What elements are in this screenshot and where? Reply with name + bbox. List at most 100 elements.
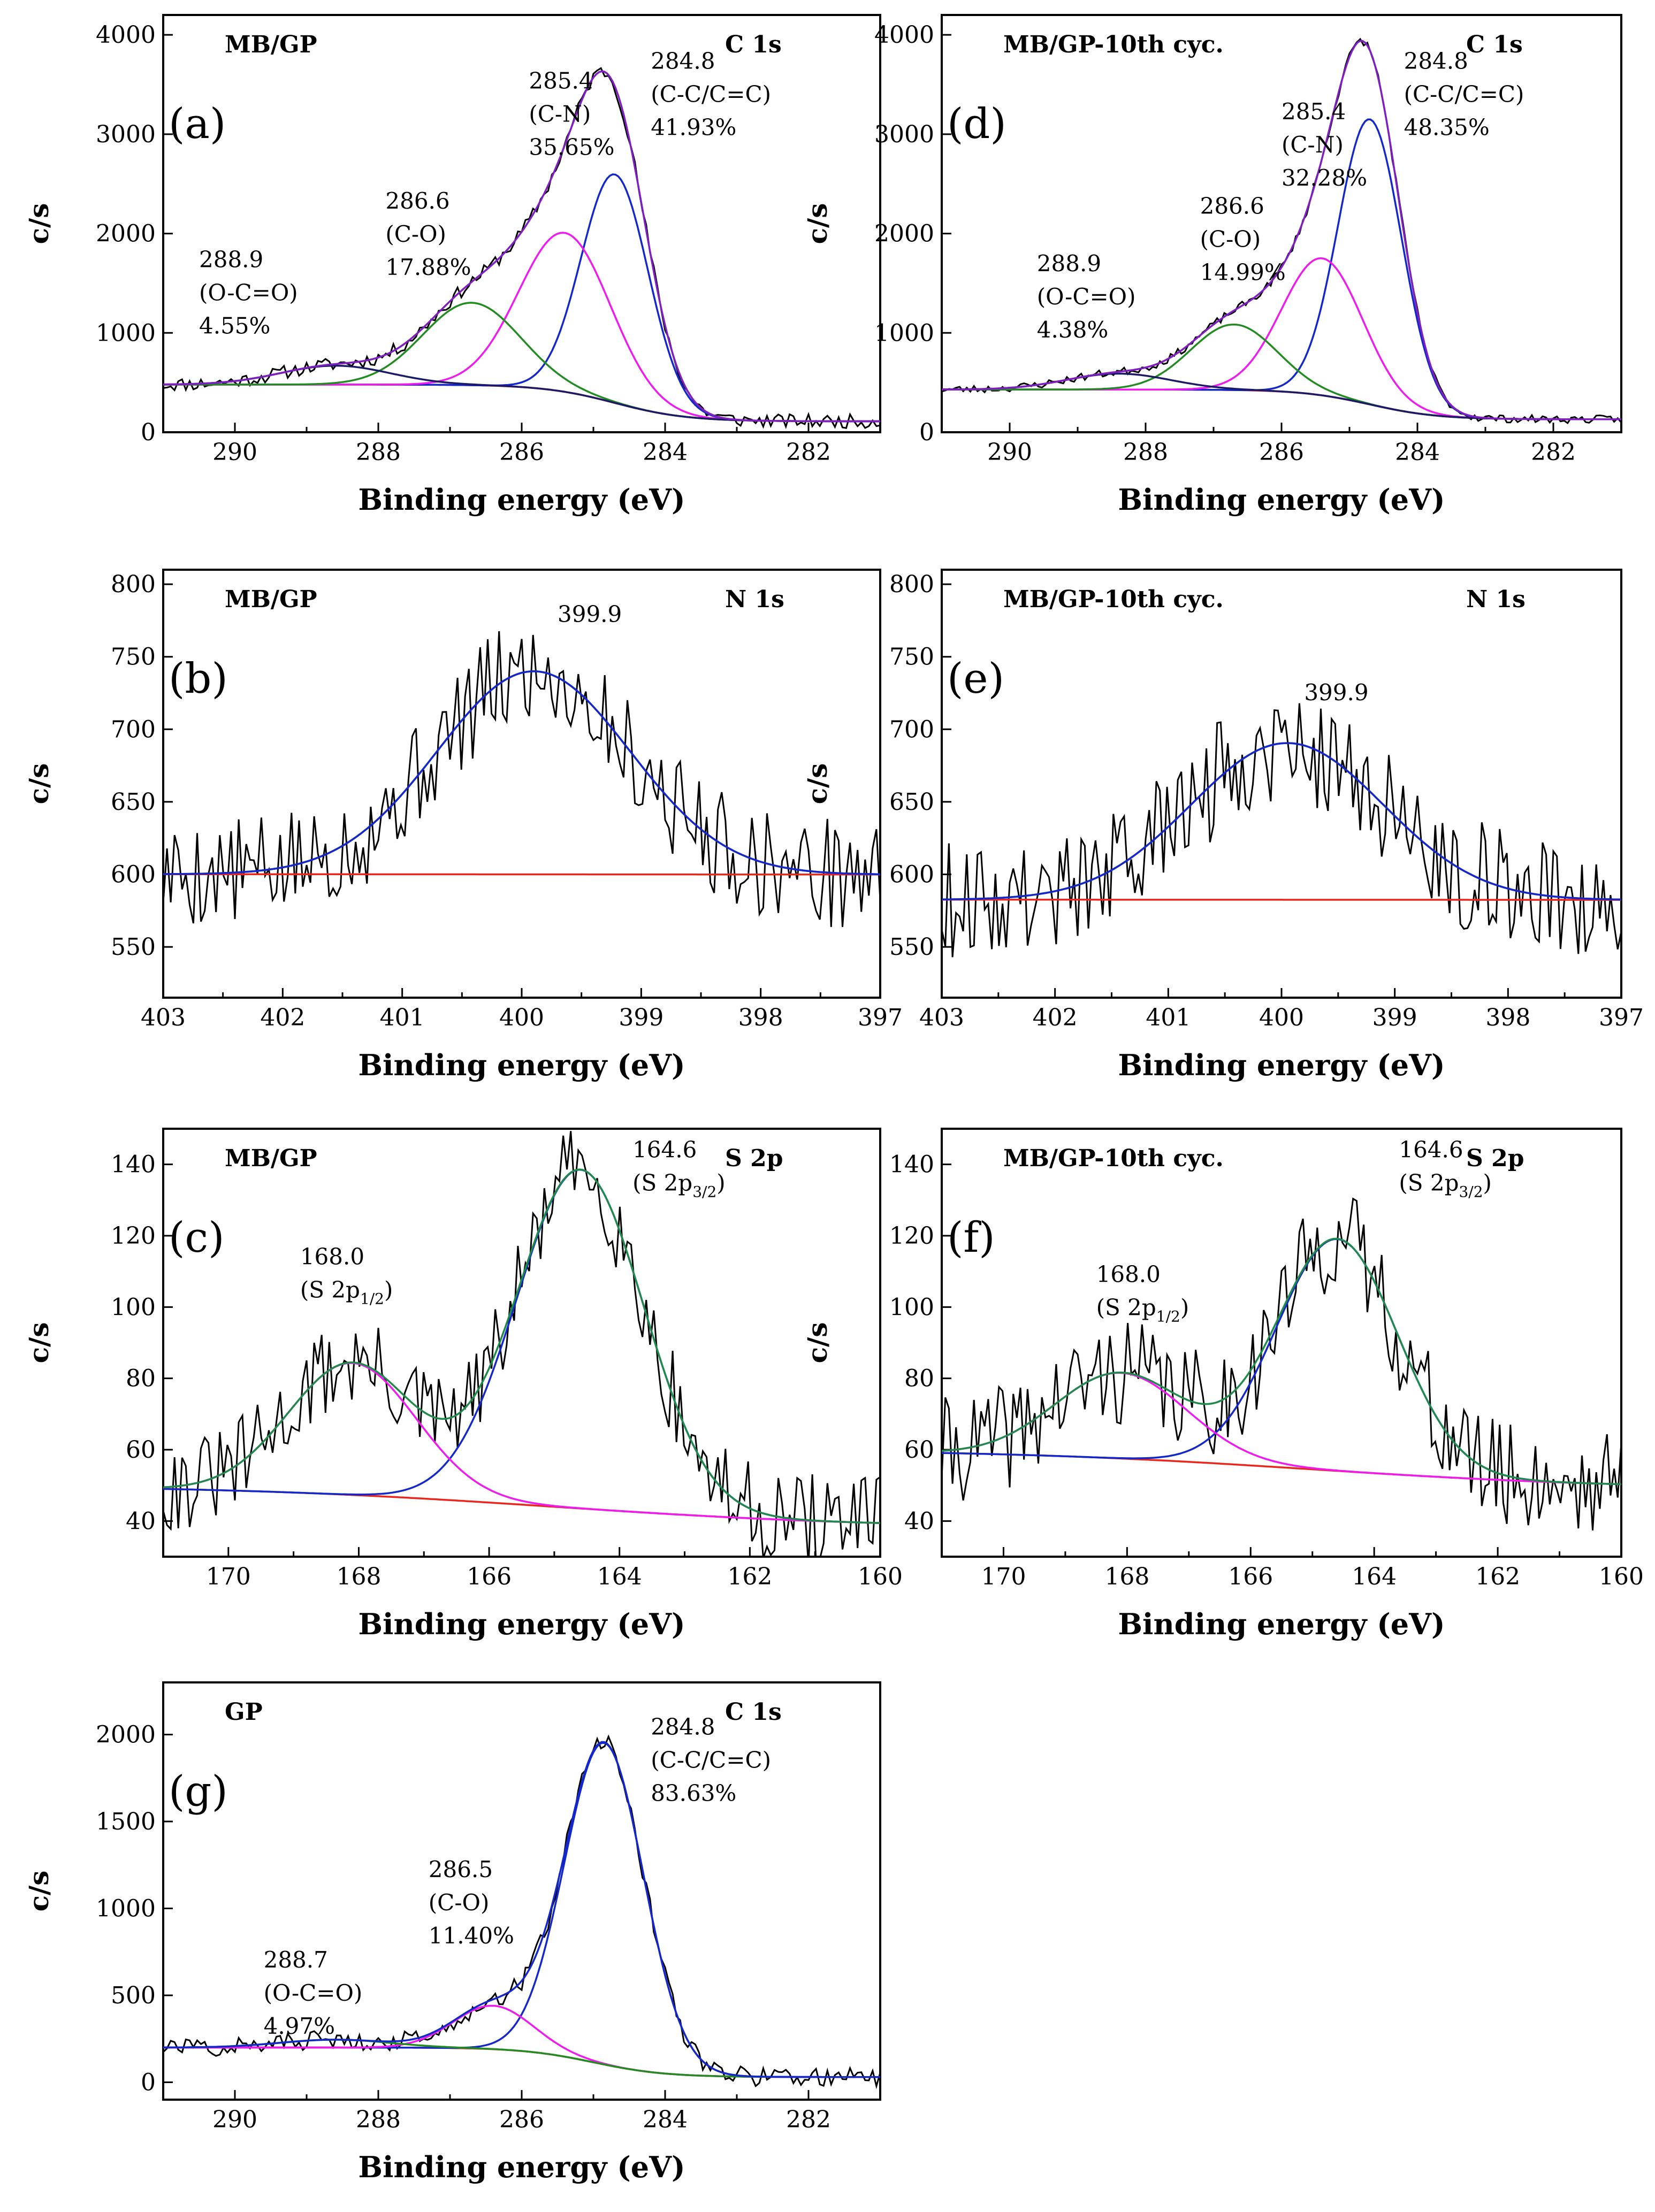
y-tick-label: 700 bbox=[889, 716, 934, 743]
y-tick-label: 120 bbox=[111, 1222, 156, 1250]
raw-spectrum-line bbox=[163, 67, 880, 430]
peak-annotation-line: (C-C/C=C) bbox=[651, 1747, 771, 1773]
peak-component-line bbox=[163, 302, 880, 423]
x-tick-label: 400 bbox=[499, 1004, 544, 1031]
peak-annotation-line: (S 2p1/2) bbox=[300, 1276, 393, 1307]
peak-component-line bbox=[942, 742, 1621, 901]
y-tick-label: 800 bbox=[889, 571, 934, 598]
peak-annotation-line: 399.9 bbox=[558, 601, 622, 627]
y-tick-label: 3000 bbox=[874, 121, 934, 148]
plot-area bbox=[163, 1734, 880, 2089]
y-axis-label: c/s bbox=[23, 1871, 55, 1912]
peak-annotation-line: (C-O) bbox=[385, 221, 446, 247]
region-label: S 2p bbox=[1466, 1145, 1524, 1172]
panel-d: 290 288 286 284 282 0 1000 2000 3000 4000 Binding … bbox=[802, 14, 1622, 517]
sample-label: MB/GP bbox=[225, 31, 317, 58]
x-tick-label: 397 bbox=[1599, 1004, 1644, 1031]
panel-a: 290 288 286 284 282 0 1000 2000 3000 4000 Binding … bbox=[23, 14, 881, 517]
y-tick-label: 100 bbox=[889, 1293, 934, 1321]
background-line bbox=[942, 388, 1621, 420]
x-tick-label: 288 bbox=[356, 439, 401, 466]
x-axis-label: Binding energy (eV) bbox=[358, 483, 685, 517]
y-tick-label: 40 bbox=[126, 1507, 156, 1535]
peak-annotation-line: 288.9 bbox=[1037, 250, 1101, 277]
x-tick-label: 399 bbox=[619, 1004, 663, 1031]
peak-annotation-line: 164.6 bbox=[1399, 1136, 1463, 1162]
panel-letter: (g) bbox=[169, 1767, 228, 1816]
x-tick-label: 166 bbox=[467, 1563, 512, 1590]
y-tick-label: 800 bbox=[111, 571, 156, 598]
y-tick-label: 40 bbox=[904, 1507, 934, 1535]
background-line bbox=[163, 384, 880, 423]
x-tick-label: 399 bbox=[1372, 1004, 1417, 1031]
x-tick-label: 282 bbox=[1531, 439, 1576, 466]
peak-annotation-line: 399.9 bbox=[1304, 679, 1368, 706]
x-tick-label: 288 bbox=[356, 2106, 401, 2133]
y-tick-label: 2000 bbox=[96, 220, 156, 248]
peak-annotation-line: 286.6 bbox=[385, 188, 449, 214]
y-tick-label: 100 bbox=[111, 1293, 156, 1321]
y-axis-label: c/s bbox=[802, 203, 833, 244]
x-tick-label: 170 bbox=[206, 1563, 251, 1590]
region-label: C 1s bbox=[725, 1698, 782, 1726]
x-tick-label: 162 bbox=[727, 1563, 772, 1590]
plot-frame bbox=[162, 569, 881, 999]
y-axis-label: c/s bbox=[802, 1322, 833, 1364]
x-tick-label: 170 bbox=[981, 1563, 1026, 1590]
peak-annotation-line: 284.8 bbox=[651, 48, 715, 74]
plot-area bbox=[163, 67, 880, 430]
plot-frame bbox=[941, 14, 1622, 433]
y-tick-label: 750 bbox=[889, 644, 934, 671]
peak-annotation-line: 11.40% bbox=[429, 1923, 514, 1949]
peak-annotation-line: (O-C=O) bbox=[1037, 284, 1136, 310]
panel-letter: (f) bbox=[947, 1214, 995, 1262]
sample-label: MB/GP bbox=[225, 586, 317, 613]
y-tick-label: 2000 bbox=[874, 220, 934, 248]
plot-frame bbox=[162, 14, 881, 433]
peak-annotation-line: 48.35% bbox=[1404, 114, 1490, 140]
y-tick-label: 750 bbox=[111, 644, 156, 671]
x-tick-label: 402 bbox=[1033, 1004, 1078, 1031]
fit-envelope-line bbox=[942, 40, 1621, 420]
peak-annotation-line: (C-C/C=C) bbox=[1404, 81, 1524, 107]
x-axis-label: Binding energy (eV) bbox=[358, 1048, 685, 1082]
peak-annotation-line: (S 2p3/2) bbox=[1399, 1169, 1492, 1200]
y-tick-label: 1000 bbox=[96, 319, 156, 347]
y-axis-label: c/s bbox=[23, 763, 55, 805]
x-axis-label: Binding energy (eV) bbox=[1118, 1048, 1445, 1082]
x-tick-label: 284 bbox=[643, 439, 688, 466]
x-tick-label: 286 bbox=[499, 2106, 544, 2133]
x-tick-label: 290 bbox=[212, 439, 257, 466]
x-tick-label: 397 bbox=[858, 1004, 903, 1031]
peak-annotation-line: 4.97% bbox=[264, 2013, 335, 2039]
fit-envelope-line bbox=[942, 742, 1621, 901]
y-tick-label: 1000 bbox=[874, 319, 934, 347]
plot-frame bbox=[162, 1128, 881, 1558]
peak-annotation-line: 286.5 bbox=[429, 1856, 493, 1882]
peak-annotation-line: 83.63% bbox=[651, 1780, 736, 1807]
peak-annotation-line: 285.4 bbox=[529, 67, 593, 94]
x-axis-label: Binding energy (eV) bbox=[358, 2150, 685, 2184]
peak-component-line bbox=[163, 232, 880, 423]
panel-g: 290 288 286 284 282 0 500 1000 1500 2000 Binding e… bbox=[23, 1681, 881, 2184]
peak-annotation-line: (O-C=O) bbox=[199, 280, 298, 306]
fit-envelope-line bbox=[163, 70, 880, 423]
y-axis-label: c/s bbox=[23, 1322, 55, 1364]
y-tick-label: 650 bbox=[111, 789, 156, 816]
raw-spectrum-line bbox=[942, 703, 1621, 958]
fit-envelope-line bbox=[163, 670, 880, 875]
y-tick-label: 80 bbox=[904, 1365, 934, 1392]
region-label: C 1s bbox=[725, 31, 782, 58]
x-tick-label: 400 bbox=[1259, 1004, 1304, 1031]
y-tick-label: 2000 bbox=[96, 1721, 156, 1749]
background-line bbox=[163, 1488, 880, 1524]
x-tick-label: 290 bbox=[212, 2106, 257, 2133]
peak-component-line bbox=[163, 670, 880, 875]
peak-annotation-line: (C-O) bbox=[429, 1889, 490, 1916]
sample-label: MB/GP-10th cyc. bbox=[1003, 586, 1224, 613]
y-axis-label: c/s bbox=[802, 763, 833, 805]
raw-spectrum-line bbox=[163, 1131, 880, 1557]
panel-f: 170 168 166 164 162 160 40 60 80 100 120 140 Binding… bbox=[802, 1128, 1644, 1641]
x-tick-label: 402 bbox=[260, 1004, 305, 1031]
